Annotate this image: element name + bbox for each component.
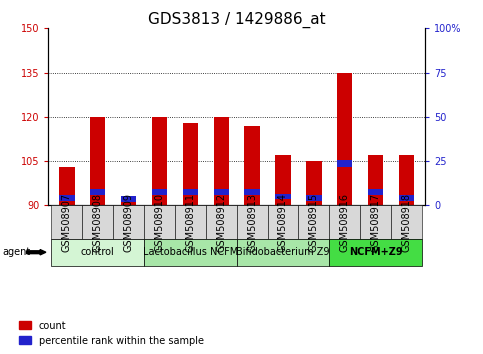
Bar (59, 195, 74, 201)
Bar (90, 189, 105, 195)
Text: GSM508914: GSM508914 (278, 193, 288, 252)
Bar (152, 189, 167, 195)
Text: GSM508918: GSM508918 (401, 193, 412, 252)
Bar (244, 126, 260, 205)
Title: GDS3813 / 1429886_at: GDS3813 / 1429886_at (148, 12, 326, 28)
Bar (183, 123, 198, 205)
Bar (121, 196, 136, 205)
Text: GSM508912: GSM508912 (216, 193, 226, 252)
Bar (368, 189, 384, 195)
Text: Lactobacillus NCFM: Lactobacillus NCFM (142, 247, 238, 257)
Text: GSM508915: GSM508915 (309, 193, 319, 252)
Bar (183, 189, 198, 195)
Text: GSM508909: GSM508909 (124, 193, 134, 252)
Text: GSM508907: GSM508907 (62, 193, 72, 252)
Bar (275, 194, 291, 199)
Bar (213, 189, 229, 195)
Text: GSM508917: GSM508917 (370, 193, 381, 252)
Text: GSM508910: GSM508910 (155, 193, 165, 252)
Bar (337, 160, 353, 167)
Bar (121, 196, 136, 202)
Bar (59, 167, 74, 205)
Bar (90, 117, 105, 205)
Bar (399, 195, 414, 201)
Bar (244, 189, 260, 195)
Bar (152, 117, 167, 205)
Bar (213, 117, 229, 205)
Text: GSM508908: GSM508908 (93, 193, 103, 252)
Text: GSM508916: GSM508916 (340, 193, 350, 252)
Bar (399, 155, 414, 205)
Text: agent: agent (2, 247, 30, 257)
Text: control: control (81, 247, 114, 257)
Text: GSM508913: GSM508913 (247, 193, 257, 252)
Text: NCFM+Z9: NCFM+Z9 (349, 247, 402, 257)
Bar (306, 161, 322, 205)
Bar (306, 195, 322, 201)
Bar (275, 155, 291, 205)
Bar (368, 155, 384, 205)
Bar (337, 73, 353, 205)
Legend: count, percentile rank within the sample: count, percentile rank within the sample (19, 321, 204, 346)
Text: Bifidobacterium Z9: Bifidobacterium Z9 (236, 247, 330, 257)
Text: GSM508911: GSM508911 (185, 193, 195, 252)
